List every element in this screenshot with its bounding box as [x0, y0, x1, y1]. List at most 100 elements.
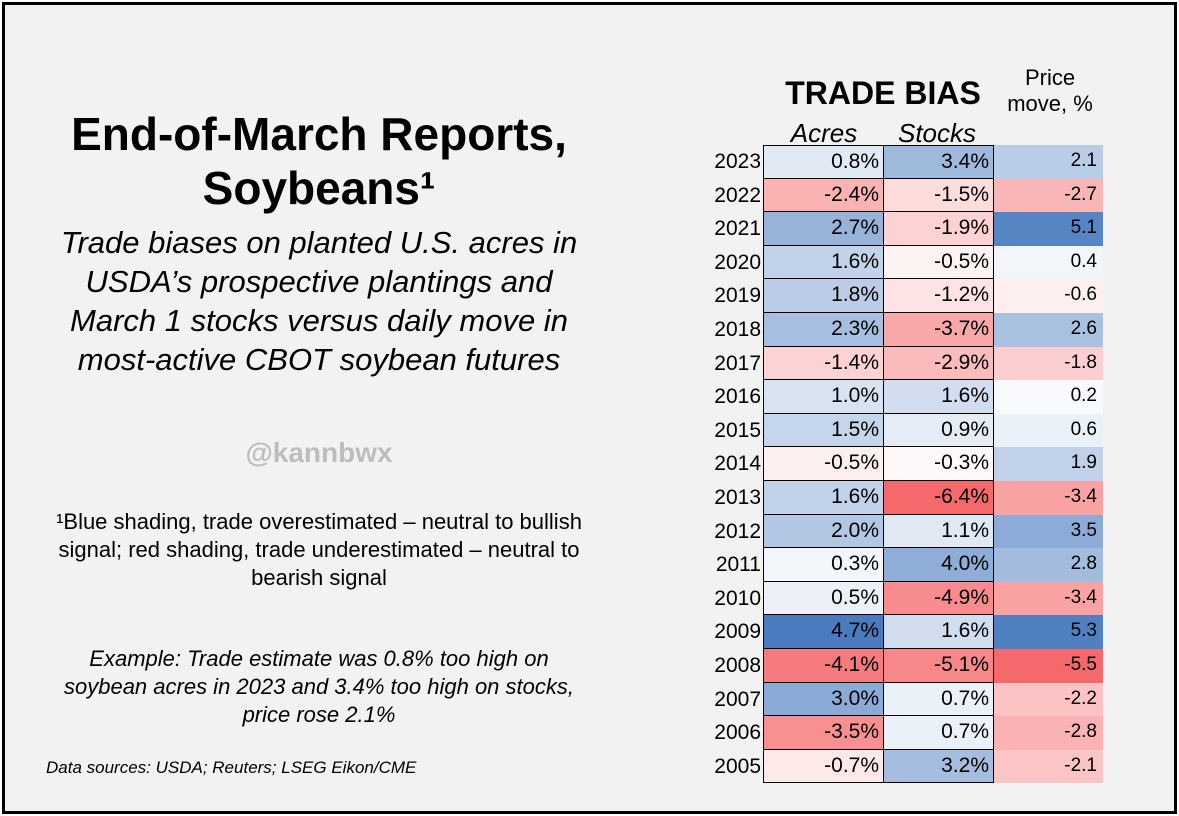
year-label: 2019: [714, 284, 761, 308]
year-label: 2009: [714, 620, 761, 644]
price-cell: 2.6: [994, 312, 1103, 347]
example-note: Example: Trade estimate was 0.8% too hig…: [63, 646, 574, 727]
acres-cell: 1.0%: [763, 380, 884, 414]
year-label: 2015: [714, 418, 761, 442]
stocks-cell: 0.7%: [884, 716, 994, 750]
stocks-cell: -3.7%: [884, 312, 994, 347]
acres-cell: 2.7%: [763, 212, 884, 246]
price-cell: -5.5: [994, 648, 1103, 683]
acres-cell: -1.4%: [763, 346, 884, 381]
acres-cell: 4.7%: [763, 615, 884, 649]
price-cell: -0.6: [994, 279, 1103, 313]
table-row: 2017 -1.4% -2.9% -1.8: [699, 346, 1103, 381]
table-row: 2019 1.8% -1.2% -0.6: [699, 279, 1103, 313]
year-label: 2016: [714, 385, 761, 409]
price-cell: 0.2: [994, 380, 1103, 414]
table-row: 2009 4.7% 1.6% 5.3: [699, 615, 1103, 649]
year-label: 2010: [714, 586, 761, 610]
table-row: 2014 -0.5% -0.3% 1.9: [699, 447, 1103, 481]
price-cell: -2.2: [994, 682, 1103, 717]
stocks-cell: -1.2%: [884, 279, 994, 313]
stocks-cell: -1.5%: [884, 178, 994, 213]
price-cell: 0.6: [994, 413, 1103, 448]
year-label: 2022: [714, 183, 761, 207]
stocks-cell: -1.9%: [884, 212, 994, 246]
price-cell: 5.3: [994, 615, 1103, 649]
stocks-cell: 3.4%: [884, 145, 994, 179]
price-cell: 3.5: [994, 514, 1103, 549]
stocks-cell: 3.2%: [884, 749, 994, 784]
price-cell: -2.8: [994, 716, 1103, 750]
acres-cell: 3.0%: [763, 682, 884, 717]
stocks-cell: 4.0%: [884, 548, 994, 582]
price-move-column-header: Price move, %: [1007, 65, 1093, 116]
acres-cell: -4.1%: [763, 648, 884, 683]
chart-title: End-of-March Reports, Soybeans¹: [71, 108, 567, 214]
table-row: 2012 2.0% 1.1% 3.5: [699, 514, 1103, 549]
stocks-cell: 1.6%: [884, 380, 994, 414]
acres-cell: 0.3%: [763, 548, 884, 582]
acres-cell: 1.8%: [763, 279, 884, 313]
acres-cell: -3.5%: [763, 716, 884, 750]
year-label: 2011: [715, 553, 761, 577]
year-label: 2023: [714, 150, 761, 173]
acres-column-header: Acres: [790, 118, 858, 148]
stocks-cell: -2.9%: [884, 346, 994, 381]
stocks-cell: -0.3%: [884, 447, 994, 481]
chart-subtitle: Trade biases on planted U.S. acres in US…: [60, 225, 578, 377]
trade-bias-header: TRADE BIAS: [785, 75, 981, 111]
price-cell: -2.7: [994, 178, 1103, 213]
price-cell: -2.1: [994, 749, 1103, 784]
table-row: 2015 1.5% 0.9% 0.6: [699, 413, 1103, 448]
price-cell: -3.4: [994, 581, 1103, 616]
table-row: 2010 0.5% -4.9% -3.4: [699, 581, 1103, 616]
table-row: 2016 1.0% 1.6% 0.2: [699, 380, 1103, 414]
price-cell: 2.8: [994, 548, 1103, 582]
shading-footnote: ¹Blue shading, trade overestimated – neu…: [56, 509, 582, 590]
year-label: 2017: [714, 351, 761, 375]
year-label: 2013: [714, 485, 761, 509]
price-cell: 0.4: [994, 245, 1103, 280]
price-cell: 5.1: [994, 212, 1103, 246]
acres-cell: 2.3%: [763, 312, 884, 347]
table-row: 2022 -2.4% -1.5% -2.7: [699, 178, 1103, 213]
table-row: 2013 1.6% -6.4% -3.4: [699, 480, 1103, 515]
stocks-cell: -0.5%: [884, 245, 994, 280]
acres-cell: 1.6%: [763, 245, 884, 280]
table-row: 2011 0.3% 4.0% 2.8: [699, 548, 1103, 582]
price-cell: -1.8: [994, 346, 1103, 381]
year-label: 2008: [714, 653, 761, 677]
stocks-cell: 0.9%: [884, 413, 994, 448]
stocks-cell: -5.1%: [884, 648, 994, 683]
acres-cell: -0.7%: [763, 749, 884, 784]
year-label: 2018: [714, 317, 761, 341]
table-row: 2020 1.6% -0.5% 0.4: [699, 245, 1103, 280]
year-label: 2021: [714, 217, 761, 241]
stocks-cell: 1.6%: [884, 615, 994, 649]
stocks-cell: -6.4%: [884, 480, 994, 515]
stocks-cell: -4.9%: [884, 581, 994, 616]
table-row: 2018 2.3% -3.7% 2.6: [699, 312, 1103, 347]
year-label: 2006: [714, 721, 761, 745]
table-row: 2006 -3.5% 0.7% -2.8: [699, 716, 1103, 750]
acres-cell: 1.6%: [763, 480, 884, 515]
acres-cell: 1.5%: [763, 413, 884, 448]
price-cell: 1.9: [994, 447, 1103, 481]
year-label: 2020: [714, 250, 761, 274]
table-row: 2023 0.8% 3.4% 2.1: [699, 145, 1103, 179]
year-label: 2007: [714, 687, 761, 711]
data-sources: Data sources: USDA; Reuters; LSEG Eikon/…: [46, 758, 417, 777]
acres-cell: -0.5%: [763, 447, 884, 481]
acres-cell: 0.5%: [763, 581, 884, 616]
acres-cell: 2.0%: [763, 514, 884, 549]
year-label: 2005: [714, 754, 761, 778]
bias-table: 2023 0.8% 3.4% 2.1 2022 -2.4% -1.5% -2.7 2021 2.7…: [699, 145, 1103, 784]
year-label: 2014: [714, 452, 761, 476]
stocks-cell: 1.1%: [884, 514, 994, 549]
price-cell: -3.4: [994, 480, 1103, 515]
table-row: 2007 3.0% 0.7% -2.2: [699, 682, 1103, 717]
stocks-cell: 0.7%: [884, 682, 994, 717]
acres-cell: -2.4%: [763, 178, 884, 213]
year-label: 2012: [714, 519, 761, 543]
